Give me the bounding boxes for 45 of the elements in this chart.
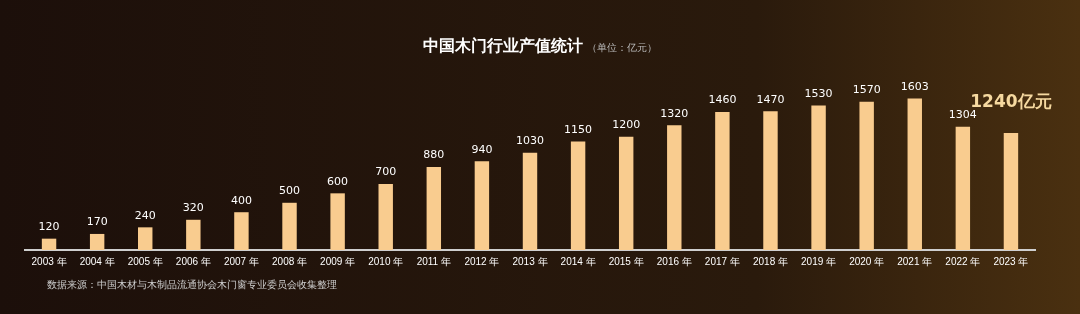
data-label: 120	[38, 220, 60, 234]
data-label: 1030	[516, 134, 544, 148]
chart-title: 中国木门行业产值统计	[423, 36, 583, 55]
data-label: 1470	[756, 92, 785, 106]
data-label: 400	[230, 193, 252, 207]
x-tick-label: 2022 年	[945, 255, 981, 267]
x-tick-label: 2015 年	[608, 255, 644, 267]
x-tick-label: 2003 年	[31, 255, 67, 267]
data-label: 1530	[804, 86, 833, 100]
data-label: 500	[279, 184, 301, 198]
x-tick-label: 2013 年	[512, 255, 548, 267]
chart-subtitle: （单位：亿元）	[587, 42, 657, 53]
x-tick-label: 2018 年	[752, 255, 788, 267]
x-tick-label: 2007 年	[223, 255, 259, 267]
x-tick-label: 2023 年	[993, 255, 1029, 267]
data-label: 940	[471, 142, 493, 156]
data-label: 700	[375, 165, 397, 179]
x-tick-label: 2005 年	[127, 255, 163, 267]
x-tick-label: 2011 年	[416, 255, 451, 267]
x-tick-label: 2017 年	[704, 255, 740, 267]
x-tick-label: 2008 年	[272, 255, 308, 267]
data-label: 240	[134, 208, 156, 222]
data-label: 1150	[564, 122, 593, 136]
data-label: 1570	[852, 83, 881, 97]
x-tick-label: 2009 年	[320, 255, 356, 267]
x-tick-label: 2004 年	[79, 255, 115, 267]
x-tick-label: 2006 年	[175, 255, 211, 267]
source-note: 数据来源：中国木材与木制品流通协会木门窗专业委员会收集整理	[47, 278, 337, 292]
x-tick-label: 2012 年	[464, 255, 500, 267]
x-tick-label: 2020 年	[849, 255, 885, 267]
x-tick-label: 2014 年	[560, 255, 596, 267]
x-tick-label: 2016 年	[656, 255, 692, 267]
x-tick-label: 2021 年	[897, 255, 933, 267]
data-label: 1200	[612, 118, 641, 132]
data-label: 1460	[708, 93, 737, 107]
data-label: 880	[423, 148, 445, 162]
data-label: 1320	[660, 106, 689, 120]
data-label: 1240亿元	[970, 90, 1052, 111]
x-tick-label: 2019 年	[801, 255, 837, 267]
data-label: 600	[327, 174, 349, 188]
x-tick-label: 2010 年	[368, 255, 404, 267]
data-label: 170	[86, 215, 108, 229]
data-label: 1304	[948, 108, 977, 122]
data-label: 1603	[900, 79, 929, 93]
data-label: 320	[182, 201, 204, 215]
